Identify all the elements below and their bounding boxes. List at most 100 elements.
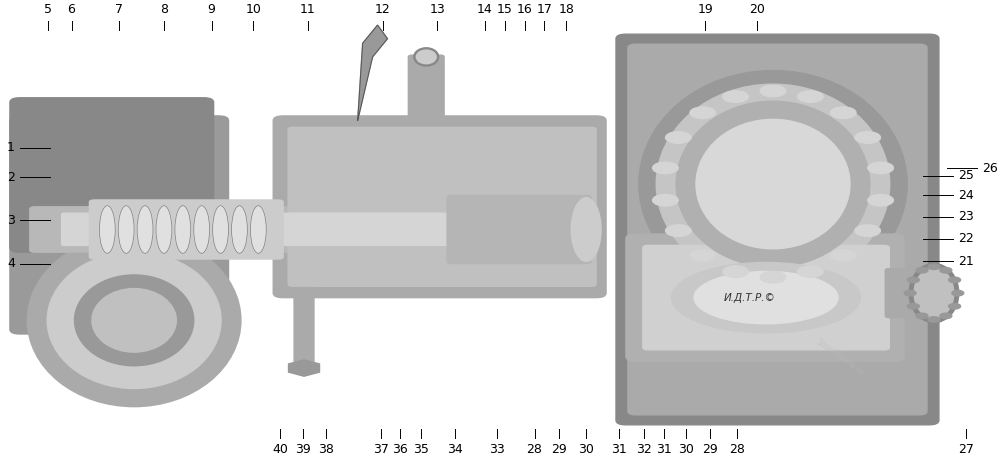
Text: 30: 30 <box>678 443 693 456</box>
Ellipse shape <box>99 206 115 253</box>
Circle shape <box>952 291 964 296</box>
Ellipse shape <box>213 206 229 253</box>
FancyBboxPatch shape <box>616 34 939 425</box>
Circle shape <box>907 277 919 283</box>
FancyBboxPatch shape <box>885 269 948 318</box>
Ellipse shape <box>118 206 134 253</box>
Circle shape <box>855 225 881 236</box>
Text: 25: 25 <box>958 169 974 182</box>
Circle shape <box>928 264 940 269</box>
Circle shape <box>916 313 928 319</box>
FancyBboxPatch shape <box>408 55 444 122</box>
Ellipse shape <box>414 48 439 66</box>
Text: 12: 12 <box>375 3 390 16</box>
Circle shape <box>665 225 691 236</box>
Circle shape <box>928 317 940 322</box>
FancyBboxPatch shape <box>294 288 314 362</box>
Text: 21: 21 <box>958 255 974 268</box>
Circle shape <box>868 194 894 206</box>
Circle shape <box>916 268 928 273</box>
Circle shape <box>830 107 856 119</box>
Circle shape <box>949 277 961 283</box>
Ellipse shape <box>231 206 247 253</box>
Text: 18: 18 <box>558 3 574 16</box>
Ellipse shape <box>27 234 241 407</box>
Text: 24: 24 <box>958 189 974 202</box>
Circle shape <box>907 303 919 309</box>
Text: 37: 37 <box>373 443 388 456</box>
Text: 35: 35 <box>413 443 429 456</box>
Text: 9: 9 <box>208 3 216 16</box>
Ellipse shape <box>914 268 954 318</box>
Ellipse shape <box>694 272 838 324</box>
Text: 39: 39 <box>295 443 311 456</box>
FancyBboxPatch shape <box>89 200 283 259</box>
Ellipse shape <box>909 263 959 323</box>
Text: 28: 28 <box>527 443 542 456</box>
Text: 14: 14 <box>477 3 493 16</box>
FancyBboxPatch shape <box>10 98 214 252</box>
Circle shape <box>760 271 786 283</box>
Text: 28: 28 <box>729 443 745 456</box>
Ellipse shape <box>656 84 890 284</box>
Text: 27: 27 <box>958 443 974 456</box>
Ellipse shape <box>137 206 153 253</box>
Circle shape <box>690 250 716 261</box>
Circle shape <box>830 250 856 261</box>
Text: 4: 4 <box>7 257 15 270</box>
Text: 38: 38 <box>318 443 334 456</box>
Text: 2: 2 <box>7 171 15 184</box>
Text: 31: 31 <box>656 443 672 456</box>
Text: 23: 23 <box>958 210 974 223</box>
Text: 17: 17 <box>537 3 552 16</box>
Ellipse shape <box>156 206 172 253</box>
Ellipse shape <box>672 263 860 333</box>
Ellipse shape <box>571 198 601 261</box>
Ellipse shape <box>639 71 907 297</box>
Ellipse shape <box>175 206 191 253</box>
Circle shape <box>797 266 823 278</box>
FancyBboxPatch shape <box>626 234 904 361</box>
FancyBboxPatch shape <box>643 246 889 350</box>
Polygon shape <box>358 25 387 121</box>
Ellipse shape <box>92 289 176 352</box>
Text: 31: 31 <box>611 443 627 456</box>
Text: 33: 33 <box>489 443 505 456</box>
Circle shape <box>904 291 916 296</box>
Text: 11: 11 <box>300 3 316 16</box>
Circle shape <box>652 194 678 206</box>
Text: 20: 20 <box>749 3 765 16</box>
Circle shape <box>940 313 952 319</box>
Text: 5: 5 <box>44 3 52 16</box>
Circle shape <box>723 91 749 102</box>
Text: 7: 7 <box>115 3 123 16</box>
Circle shape <box>690 107 716 119</box>
Ellipse shape <box>75 275 194 366</box>
Circle shape <box>723 266 749 278</box>
Text: 40: 40 <box>272 443 288 456</box>
Text: 29: 29 <box>703 443 718 456</box>
Ellipse shape <box>416 50 436 64</box>
Ellipse shape <box>47 252 221 388</box>
Text: SnowMobile.ru: SnowMobile.ru <box>814 337 865 376</box>
Text: 19: 19 <box>698 3 713 16</box>
Text: 30: 30 <box>578 443 594 456</box>
Ellipse shape <box>250 206 266 253</box>
Circle shape <box>855 132 881 143</box>
Ellipse shape <box>676 101 870 267</box>
Text: 10: 10 <box>245 3 261 16</box>
Text: 15: 15 <box>497 3 513 16</box>
Circle shape <box>760 85 786 97</box>
Circle shape <box>665 132 691 143</box>
Text: 8: 8 <box>160 3 168 16</box>
FancyBboxPatch shape <box>10 116 229 334</box>
Circle shape <box>868 162 894 174</box>
Circle shape <box>652 162 678 174</box>
Text: 1: 1 <box>7 141 15 154</box>
Ellipse shape <box>194 206 210 253</box>
Text: 16: 16 <box>517 3 532 16</box>
Text: 6: 6 <box>68 3 75 16</box>
Circle shape <box>949 303 961 309</box>
FancyBboxPatch shape <box>628 44 927 415</box>
FancyBboxPatch shape <box>62 213 589 246</box>
